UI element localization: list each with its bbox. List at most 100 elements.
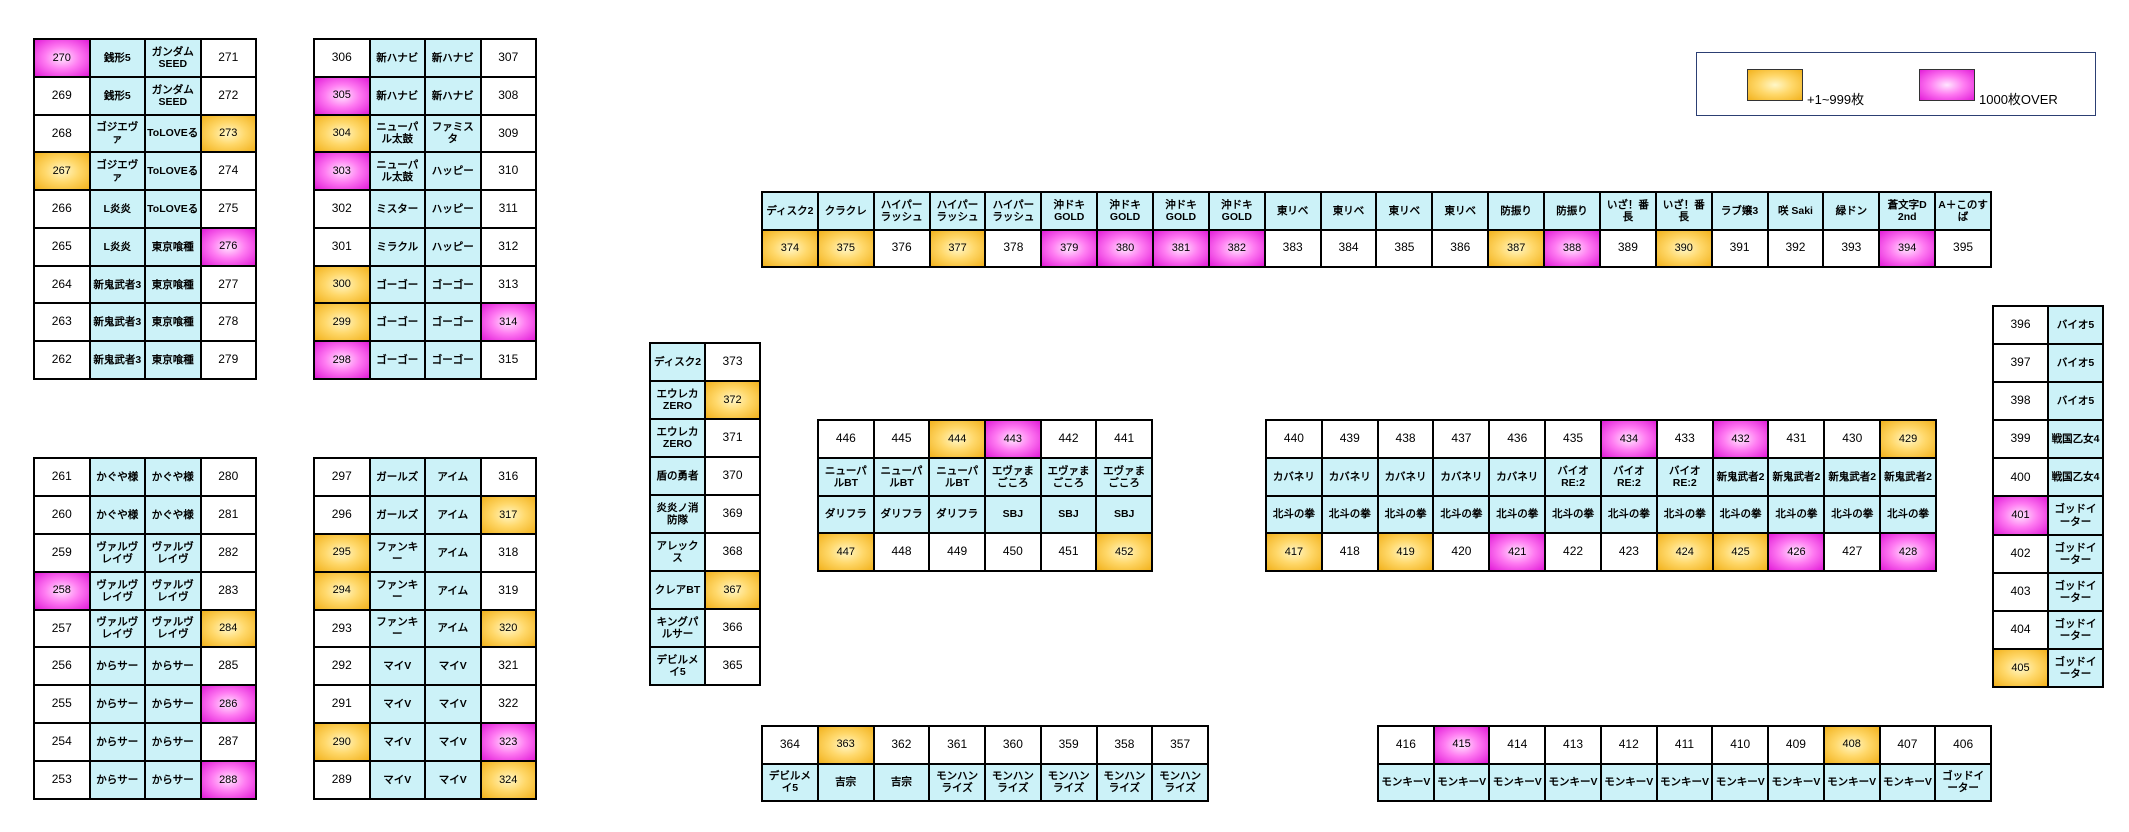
machine-name-cell: カバネリ <box>1489 457 1546 496</box>
machine-name-cell: 北斗の拳 <box>1321 495 1378 534</box>
machine-name-cell: ゴーゴー <box>425 341 481 379</box>
over-1000-label: 1000枚OVER <box>1979 92 2058 107</box>
machine-number-cell: 399 <box>1993 420 2048 459</box>
machine-name-cell: 北斗の拳 <box>1545 495 1601 534</box>
machine-number-cell: 290 <box>314 723 370 762</box>
machine-number-cell: 428 <box>1880 533 1936 571</box>
machine-name-cell: ゴーゴー <box>369 341 425 379</box>
machine-name-cell: からサー <box>145 723 201 762</box>
machine-number-cell: 437 <box>1433 420 1490 458</box>
machine-number-cell: 389 <box>1599 229 1656 267</box>
machine-name-cell: マイV <box>425 685 481 724</box>
machine-name-cell: カバネリ <box>1433 457 1490 496</box>
machine-number-cell: 438 <box>1377 420 1434 458</box>
machine-name-cell: モンキーV <box>1656 763 1713 801</box>
machine-number-cell: 317 <box>480 495 536 534</box>
machine-name-cell: ガールズ <box>369 458 425 496</box>
machine-name-cell: ハッピー <box>425 190 481 228</box>
machine-number-cell: 318 <box>480 533 536 572</box>
machine-number-cell: 358 <box>1096 726 1153 764</box>
machine-name-cell: バイオ5 <box>2048 344 2103 383</box>
machine-number-cell: 445 <box>873 420 930 458</box>
island-289-324: 297 ガールズ アイム 316 296 ガールズ アイム 317 295 ファンキー アイム 318… <box>313 457 537 800</box>
machine-number-cell: 263 <box>34 303 90 342</box>
machine-number-cell: 321 <box>480 647 536 686</box>
machine-number-cell: 301 <box>314 227 370 266</box>
machine-number-cell: 439 <box>1321 420 1378 458</box>
machine-number-cell: 279 <box>200 341 256 379</box>
machine-number-cell: 270 <box>34 39 90 77</box>
machine-name-cell: デビルメイ5 <box>650 647 705 685</box>
machine-number-cell: 393 <box>1823 229 1880 267</box>
machine-name-cell: 沖ドキGOLD <box>1041 192 1098 230</box>
machine-number-cell: 426 <box>1768 533 1825 571</box>
machine-name-cell: 北斗の拳 <box>1600 495 1657 534</box>
machine-number-cell: 368 <box>705 533 760 571</box>
machine-number-cell: 281 <box>200 495 256 534</box>
machine-name-cell: ディスク2 <box>650 343 705 381</box>
machine-name-cell: モンハンライズ <box>1040 763 1097 801</box>
machine-number-cell: 278 <box>200 303 256 342</box>
machine-name-cell: 北斗の拳 <box>1266 495 1322 534</box>
machine-number-cell: 275 <box>200 190 256 228</box>
machine-name-cell: ダリフラ <box>818 495 874 534</box>
machine-name-cell: モンキーV <box>1600 763 1657 801</box>
machine-number-cell: 378 <box>985 229 1042 267</box>
machine-name-cell: エウレカZERO <box>650 419 705 457</box>
machine-name-cell: 北斗の拳 <box>1656 495 1713 534</box>
machine-name-cell: ヴァルヴレイヴ <box>89 609 145 648</box>
machine-name-cell: モンハンライズ <box>929 763 985 801</box>
machine-name-cell: アレックス <box>650 533 705 571</box>
machine-number-cell: 417 <box>1266 533 1322 571</box>
machine-number-cell: 298 <box>314 341 370 379</box>
machine-name-cell: かぐや様 <box>89 495 145 534</box>
machine-number-cell: 404 <box>1993 610 2048 649</box>
machine-number-cell: 423 <box>1600 533 1657 571</box>
machine-number-cell: 283 <box>200 571 256 610</box>
machine-name-cell: バイオ5 <box>2048 382 2103 421</box>
machine-number-cell: 424 <box>1656 533 1713 571</box>
machine-name-cell: ハイパーラッシュ <box>985 192 1042 230</box>
machine-name-cell: 東リベ <box>1432 192 1489 230</box>
machine-name-cell: ガンダムSEED <box>145 76 201 115</box>
machine-number-cell: 401 <box>1993 496 2048 535</box>
machine-name-cell: 新鬼武者2 <box>1824 457 1881 496</box>
machine-number-cell: 381 <box>1153 229 1209 267</box>
machine-number-cell: 254 <box>34 723 90 762</box>
machine-number-cell: 374 <box>762 229 818 267</box>
machine-name-cell: モンキーV <box>1879 763 1936 801</box>
machine-number-cell: 309 <box>480 114 536 153</box>
machine-number-cell: 421 <box>1489 533 1546 571</box>
machine-name-cell: キングパルサー <box>650 609 705 647</box>
machine-number-cell: 382 <box>1208 229 1265 267</box>
machine-number-cell: 446 <box>818 420 874 458</box>
machine-name-cell: いざ！番長 <box>1655 192 1712 230</box>
machine-name-cell: ゴッドイーター <box>2048 610 2103 649</box>
machine-number-cell: 398 <box>1993 382 2048 421</box>
machine-number-cell: 412 <box>1600 726 1657 764</box>
machine-name-cell: モンキーV <box>1545 763 1601 801</box>
machine-name-cell: L炎炎 <box>89 190 145 228</box>
island-365-373: ディスク2 373 エウレカZERO 372 エウレカZERO 371 盾の勇者 370 炎炎ノ… <box>649 342 761 686</box>
machine-number-cell: 386 <box>1432 229 1489 267</box>
machine-name-cell: 新ハナビ <box>425 39 481 77</box>
machine-name-cell: ヴァルヴレイヴ <box>145 571 201 610</box>
island-441-452: 446 445 444 443 442 441 ニューパルBT ニューパルBT ニューパルBT エ… <box>817 419 1153 572</box>
machine-name-cell: ハッピー <box>425 152 481 191</box>
machine-name-cell: バイオ5 <box>2048 306 2103 345</box>
machine-number-cell: 300 <box>314 265 370 304</box>
machine-number-cell: 261 <box>34 458 90 496</box>
machine-number-cell: 313 <box>480 265 536 304</box>
machine-number-cell: 370 <box>705 457 760 495</box>
machine-number-cell: 409 <box>1768 726 1824 764</box>
machine-name-cell: モンキーV <box>1489 763 1546 801</box>
machine-name-cell: からサー <box>89 685 145 724</box>
island-253-288: 261 かぐや様 かぐや様 280 260 かぐや様 かぐや様 281 259 ヴァルヴレイヴ ヴァ… <box>33 457 257 800</box>
machine-name-cell: ゴーゴー <box>369 265 425 304</box>
machine-name-cell: バイオRE:2 <box>1545 457 1601 496</box>
machine-name-cell: からサー <box>145 685 201 724</box>
machine-name-cell: マイV <box>369 723 425 762</box>
machine-name-cell: モンキーV <box>1823 763 1880 801</box>
machine-name-cell: SBJ <box>1096 495 1152 534</box>
machine-number-cell: 322 <box>480 685 536 724</box>
